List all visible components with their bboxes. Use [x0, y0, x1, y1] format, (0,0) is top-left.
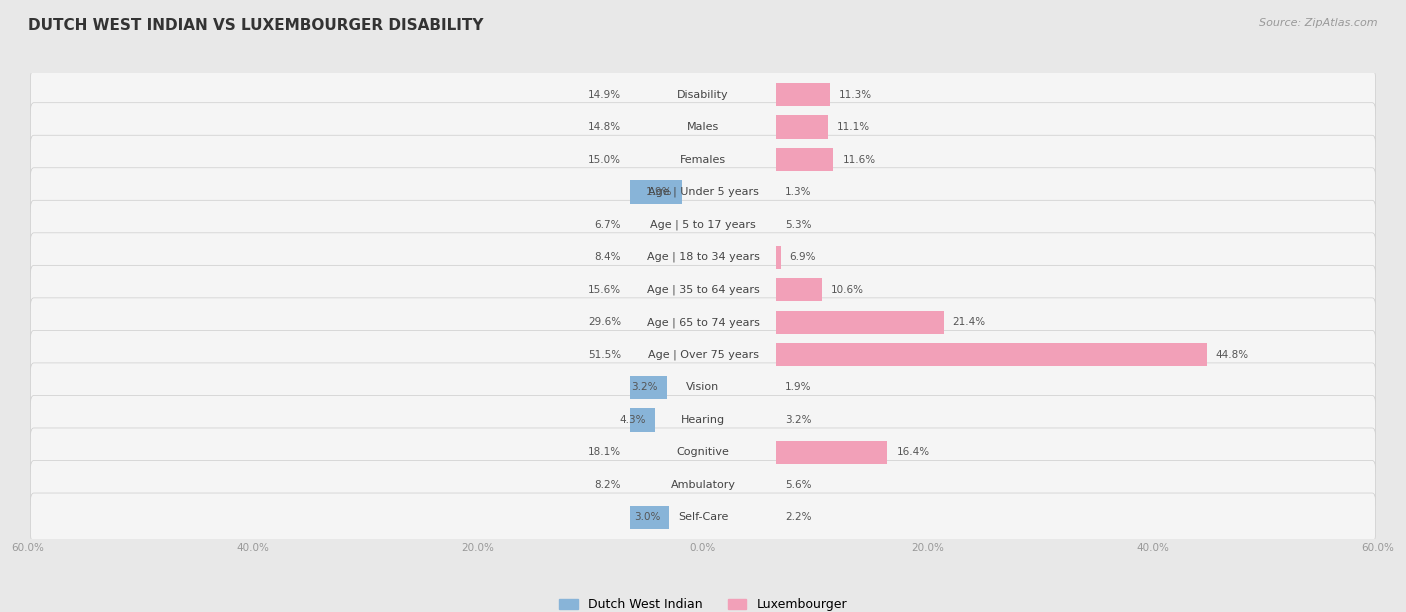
Text: 44.8%: 44.8%	[1216, 350, 1249, 360]
Text: 3.2%: 3.2%	[785, 415, 811, 425]
Text: Males: Males	[688, 122, 718, 132]
FancyBboxPatch shape	[31, 200, 1375, 249]
Text: 11.1%: 11.1%	[837, 122, 870, 132]
Bar	[776, 441, 887, 464]
Bar	[776, 83, 830, 106]
FancyBboxPatch shape	[31, 168, 1375, 217]
Text: Self-Care: Self-Care	[678, 512, 728, 523]
Text: 6.7%: 6.7%	[595, 220, 621, 230]
Bar	[776, 278, 823, 302]
Bar	[776, 310, 943, 334]
Text: 5.6%: 5.6%	[785, 480, 811, 490]
Text: Ambulatory: Ambulatory	[671, 480, 735, 490]
Text: Age | 5 to 17 years: Age | 5 to 17 years	[650, 220, 756, 230]
Text: 4.3%: 4.3%	[619, 415, 645, 425]
Text: 18.1%: 18.1%	[588, 447, 621, 457]
Text: 1.9%: 1.9%	[647, 187, 672, 197]
Text: 2.2%: 2.2%	[785, 512, 811, 523]
Text: Cognitive: Cognitive	[676, 447, 730, 457]
Bar	[776, 148, 834, 171]
FancyBboxPatch shape	[31, 233, 1375, 282]
FancyBboxPatch shape	[31, 395, 1375, 444]
Text: Age | 18 to 34 years: Age | 18 to 34 years	[647, 252, 759, 263]
Text: 1.3%: 1.3%	[785, 187, 811, 197]
Text: Hearing: Hearing	[681, 415, 725, 425]
Legend: Dutch West Indian, Luxembourger: Dutch West Indian, Luxembourger	[554, 593, 852, 612]
Text: 3.0%: 3.0%	[634, 512, 661, 523]
Text: Source: ZipAtlas.com: Source: ZipAtlas.com	[1260, 18, 1378, 28]
Text: Females: Females	[681, 155, 725, 165]
Bar	[776, 245, 780, 269]
Text: 29.6%: 29.6%	[588, 317, 621, 327]
Text: 1.9%: 1.9%	[785, 382, 811, 392]
FancyBboxPatch shape	[31, 493, 1375, 542]
Text: 11.3%: 11.3%	[839, 89, 872, 100]
Text: Age | 65 to 74 years: Age | 65 to 74 years	[647, 317, 759, 327]
FancyBboxPatch shape	[31, 135, 1375, 184]
FancyBboxPatch shape	[31, 460, 1375, 509]
Text: 10.6%: 10.6%	[831, 285, 865, 295]
Bar	[630, 181, 682, 204]
Text: 8.4%: 8.4%	[595, 252, 621, 262]
Text: 3.2%: 3.2%	[631, 382, 658, 392]
Bar	[776, 343, 1206, 367]
Text: DUTCH WEST INDIAN VS LUXEMBOURGER DISABILITY: DUTCH WEST INDIAN VS LUXEMBOURGER DISABI…	[28, 18, 484, 34]
Text: Disability: Disability	[678, 89, 728, 100]
Text: 16.4%: 16.4%	[897, 447, 929, 457]
Text: 14.9%: 14.9%	[588, 89, 621, 100]
Bar	[776, 116, 828, 139]
FancyBboxPatch shape	[31, 298, 1375, 346]
Text: 21.4%: 21.4%	[953, 317, 986, 327]
FancyBboxPatch shape	[31, 330, 1375, 379]
Bar	[630, 506, 669, 529]
Text: 15.6%: 15.6%	[588, 285, 621, 295]
Bar	[630, 376, 666, 399]
Bar	[630, 408, 655, 431]
Text: 8.2%: 8.2%	[595, 480, 621, 490]
FancyBboxPatch shape	[31, 103, 1375, 152]
FancyBboxPatch shape	[31, 266, 1375, 314]
Text: 5.3%: 5.3%	[785, 220, 811, 230]
FancyBboxPatch shape	[31, 70, 1375, 119]
Text: 15.0%: 15.0%	[588, 155, 621, 165]
Text: 51.5%: 51.5%	[588, 350, 621, 360]
Text: Age | Under 5 years: Age | Under 5 years	[648, 187, 758, 198]
Text: 11.6%: 11.6%	[842, 155, 876, 165]
Text: Age | Over 75 years: Age | Over 75 years	[648, 349, 758, 360]
Text: 14.8%: 14.8%	[588, 122, 621, 132]
Text: Age | 35 to 64 years: Age | 35 to 64 years	[647, 285, 759, 295]
FancyBboxPatch shape	[31, 428, 1375, 477]
FancyBboxPatch shape	[31, 363, 1375, 412]
Text: 6.9%: 6.9%	[790, 252, 815, 262]
Text: Vision: Vision	[686, 382, 720, 392]
